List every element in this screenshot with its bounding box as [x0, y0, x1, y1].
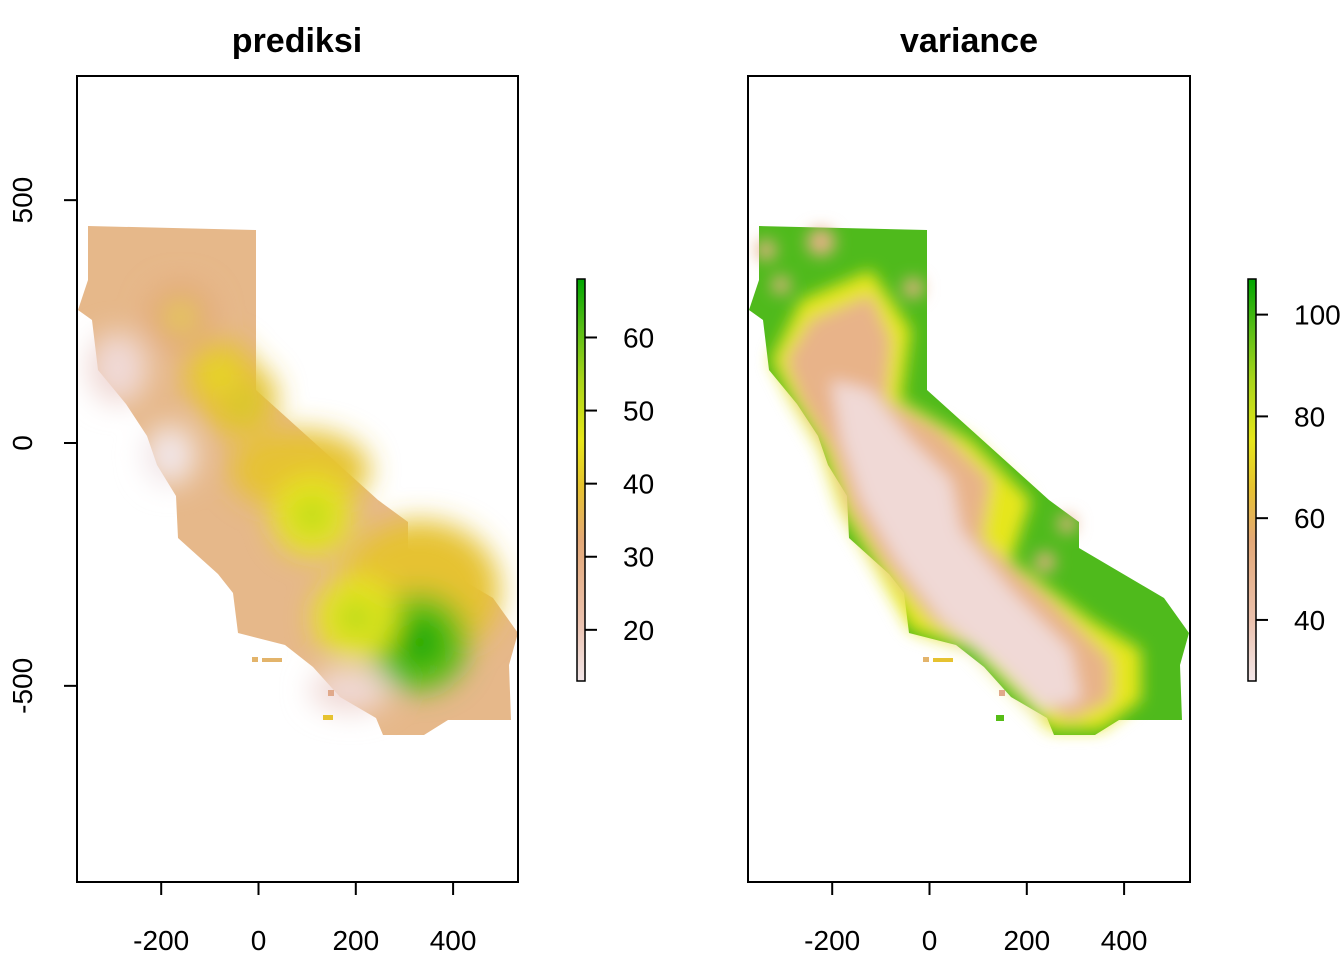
hotspot: [169, 305, 193, 329]
legend-tick-label: 60: [1294, 503, 1325, 534]
variance-legend: 40 60 80 100: [1247, 278, 1341, 682]
hotspot: [339, 601, 372, 635]
x-tick-label: 400: [1101, 925, 1148, 956]
prediksi-title: prediksi: [232, 22, 362, 60]
variance-raster: [749, 226, 1189, 735]
prediksi-axes: -200 0 200 400 500 0 -500: [7, 177, 476, 956]
x-tick-label: -200: [133, 925, 189, 956]
prediksi-legend: 20 30 40 50 60: [576, 278, 654, 682]
variance-title: variance: [900, 22, 1038, 60]
legend-tick-label: 80: [1294, 401, 1325, 432]
hotspot: [296, 500, 328, 531]
legend-tick-label: 20: [623, 615, 654, 646]
prediksi-islands: [252, 657, 334, 720]
y-tick-label: 500: [7, 177, 38, 224]
low-value-area: [310, 668, 390, 712]
variance-axes: -200 0 200 400: [804, 881, 1148, 956]
legend-tick-label: 60: [623, 322, 654, 353]
x-tick-label: 200: [1003, 925, 1050, 956]
y-tick-label: -500: [7, 658, 38, 714]
low-value-area: [144, 425, 196, 485]
x-tick-label: 400: [430, 925, 477, 956]
x-tick-label: 200: [332, 925, 379, 956]
x-tick-label: 0: [922, 925, 938, 956]
legend-tick-label: 50: [623, 396, 654, 427]
prediksi-raster: [78, 226, 518, 735]
low-value-area: [88, 332, 148, 404]
hotspot: [398, 621, 440, 664]
hotspot: [206, 362, 233, 388]
legend-tick-label: 100: [1294, 300, 1341, 331]
legend-tick-label: 40: [623, 469, 654, 500]
x-tick-label: -200: [804, 925, 860, 956]
legend-tick-label: 40: [1294, 605, 1325, 636]
prediksi-colorbar: [576, 278, 586, 682]
x-tick-label: 0: [251, 925, 267, 956]
variance-colorbar: [1247, 278, 1257, 682]
y-tick-label: 0: [7, 435, 38, 451]
legend-tick-label: 30: [623, 542, 654, 573]
variance-panel: variance: [747, 22, 1341, 956]
prediksi-panel: prediksi -200 0 200 400 500 0 -500 20 30 40 50 60: [7, 22, 654, 956]
